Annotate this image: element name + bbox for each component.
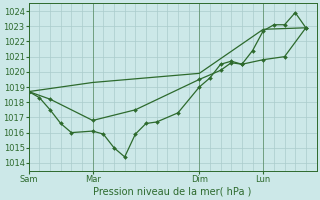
X-axis label: Pression niveau de la mer( hPa ): Pression niveau de la mer( hPa ) [93, 187, 252, 197]
